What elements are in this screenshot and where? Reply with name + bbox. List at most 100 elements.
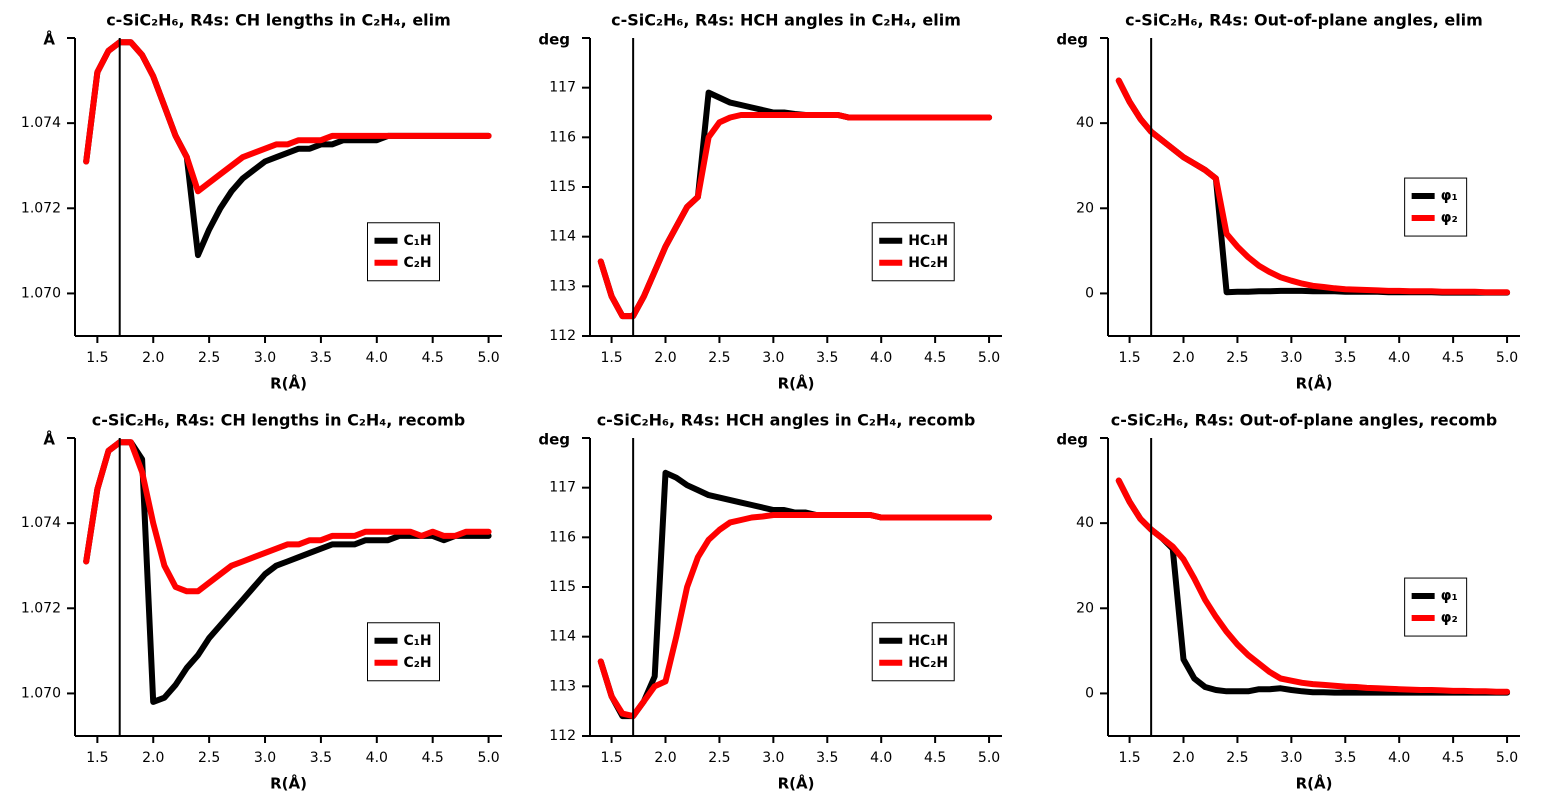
y-tick-label: 20 — [1076, 600, 1094, 616]
legend-label: HC₂H — [908, 255, 948, 271]
y-tick-label: 116 — [549, 129, 576, 145]
x-tick-label: 1.5 — [86, 750, 108, 766]
x-tick-label: 4.5 — [422, 750, 444, 766]
y-tick-label: 40 — [1076, 115, 1094, 131]
y-tick-label: 114 — [549, 629, 576, 645]
data-line — [1115, 477, 1511, 695]
data-line — [83, 39, 492, 195]
legend-label: φ₂ — [1441, 210, 1458, 226]
y-tick-label: 20 — [1076, 200, 1094, 216]
legend-label: φ₂ — [1441, 610, 1458, 626]
legend-label: HC₁H — [908, 633, 948, 649]
chart-title: c-SiC₂H₆, R4s: CH lengths in C₂H₄, recom… — [92, 411, 465, 430]
x-tick-label: 2.5 — [708, 350, 730, 366]
y-tick-label: 113 — [549, 678, 576, 694]
y-tick-label: 1.074 — [21, 115, 61, 131]
x-axis-label: R(Å) — [270, 374, 307, 393]
y-tick-label: 0 — [1085, 685, 1094, 701]
chart: c-SiC₂H₆, R4s: HCH angles in C₂H₄, recom… — [538, 411, 1002, 793]
x-axis-label: R(Å) — [778, 774, 815, 793]
y-tick-label: 115 — [549, 579, 576, 595]
chart: c-SiC₂H₆, R4s: CH lengths in C₂H₄, elim Å… — [21, 11, 502, 393]
x-tick-label: 3.5 — [310, 350, 332, 366]
y-axis-label: Å — [43, 430, 55, 449]
y-tick-label: 1.070 — [21, 685, 61, 701]
data-line — [597, 89, 993, 320]
y-tick-label: 112 — [549, 328, 576, 344]
chart: c-SiC₂H₆, R4s: Out-of-plane angles, reco… — [1056, 411, 1520, 793]
y-tick-label: 117 — [549, 480, 576, 496]
legend-box — [871, 222, 955, 282]
legend-box — [1404, 177, 1468, 237]
chart: c-SiC₂H₆, R4s: CH lengths in C₂H₄, recom… — [21, 411, 502, 793]
chart: c-SiC₂H₆, R4s: HCH angles in C₂H₄, elim d… — [538, 11, 1002, 393]
x-tick-label: 1.5 — [86, 350, 108, 366]
chart-title: c-SiC₂H₆, R4s: HCH angles in C₂H₄, recom… — [597, 411, 976, 430]
y-tick-label: 112 — [549, 728, 576, 744]
x-axis-label: R(Å) — [1296, 374, 1333, 393]
chart: c-SiC₂H₆, R4s: Out-of-plane angles, elim… — [1056, 11, 1520, 393]
x-tick-label: 3.5 — [310, 750, 332, 766]
y-tick-label: 1.072 — [21, 600, 61, 616]
x-tick-label: 4.0 — [366, 750, 388, 766]
y-axis-label: deg — [538, 31, 570, 49]
x-tick-label: 3.0 — [762, 350, 784, 366]
chart-title: c-SiC₂H₆, R4s: Out-of-plane angles, reco… — [1111, 411, 1498, 430]
x-tick-label: 3.5 — [1334, 750, 1356, 766]
legend-label: φ₁ — [1441, 588, 1458, 604]
x-tick-label: 3.0 — [762, 750, 784, 766]
x-tick-label: 5.0 — [978, 350, 1000, 366]
chart-title: c-SiC₂H₆, R4s: Out-of-plane angles, elim — [1125, 11, 1483, 30]
legend-box — [366, 222, 440, 282]
x-axis-label: R(Å) — [1296, 774, 1333, 793]
x-tick-label: 3.5 — [816, 350, 838, 366]
x-tick-label: 5.0 — [477, 750, 499, 766]
x-tick-label: 1.5 — [1118, 350, 1140, 366]
legend-label: C₁H — [403, 633, 431, 649]
x-tick-label: 4.0 — [366, 350, 388, 366]
y-tick-label: 1.072 — [21, 200, 61, 216]
y-axis-label: deg — [1056, 31, 1088, 49]
x-tick-label: 2.0 — [1172, 750, 1194, 766]
x-tick-label: 3.0 — [1280, 750, 1302, 766]
x-tick-label: 3.0 — [254, 350, 276, 366]
x-tick-label: 4.5 — [924, 350, 946, 366]
x-tick-label: 2.5 — [708, 750, 730, 766]
x-tick-label: 1.5 — [1118, 750, 1140, 766]
x-tick-label: 2.5 — [198, 750, 220, 766]
x-tick-label: 2.5 — [1226, 750, 1248, 766]
legend-label: C₁H — [403, 233, 431, 249]
x-tick-label: 5.0 — [1496, 750, 1518, 766]
x-tick-label: 2.0 — [654, 750, 676, 766]
y-tick-label: 117 — [549, 80, 576, 96]
y-tick-label: 1.074 — [21, 515, 61, 531]
chart-title: c-SiC₂H₆, R4s: CH lengths in C₂H₄, elim — [106, 11, 451, 30]
x-tick-label: 2.5 — [198, 350, 220, 366]
y-axis-label: deg — [538, 431, 570, 449]
y-tick-label: 40 — [1076, 515, 1094, 531]
legend-box — [1404, 577, 1468, 637]
legend-label: HC₂H — [908, 655, 948, 671]
legend-label: φ₁ — [1441, 188, 1458, 204]
x-tick-label: 4.5 — [1442, 750, 1464, 766]
data-line — [1115, 77, 1511, 296]
data-line — [83, 439, 492, 595]
x-tick-label: 1.5 — [600, 750, 622, 766]
x-tick-label: 3.5 — [1334, 350, 1356, 366]
legend-label: HC₁H — [908, 233, 948, 249]
x-tick-label: 3.5 — [816, 750, 838, 766]
x-tick-label: 2.0 — [1172, 350, 1194, 366]
x-tick-label: 2.5 — [1226, 350, 1248, 366]
y-tick-label: 114 — [549, 229, 576, 245]
y-tick-label: 115 — [549, 179, 576, 195]
y-tick-label: 113 — [549, 278, 576, 294]
legend-label: C₂H — [403, 655, 431, 671]
x-tick-label: 4.5 — [924, 750, 946, 766]
x-tick-label: 2.0 — [142, 750, 164, 766]
legend-box — [366, 622, 440, 682]
x-tick-label: 5.0 — [1496, 350, 1518, 366]
x-tick-label: 5.0 — [978, 750, 1000, 766]
y-tick-label: 0 — [1085, 285, 1094, 301]
x-tick-label: 3.0 — [1280, 350, 1302, 366]
